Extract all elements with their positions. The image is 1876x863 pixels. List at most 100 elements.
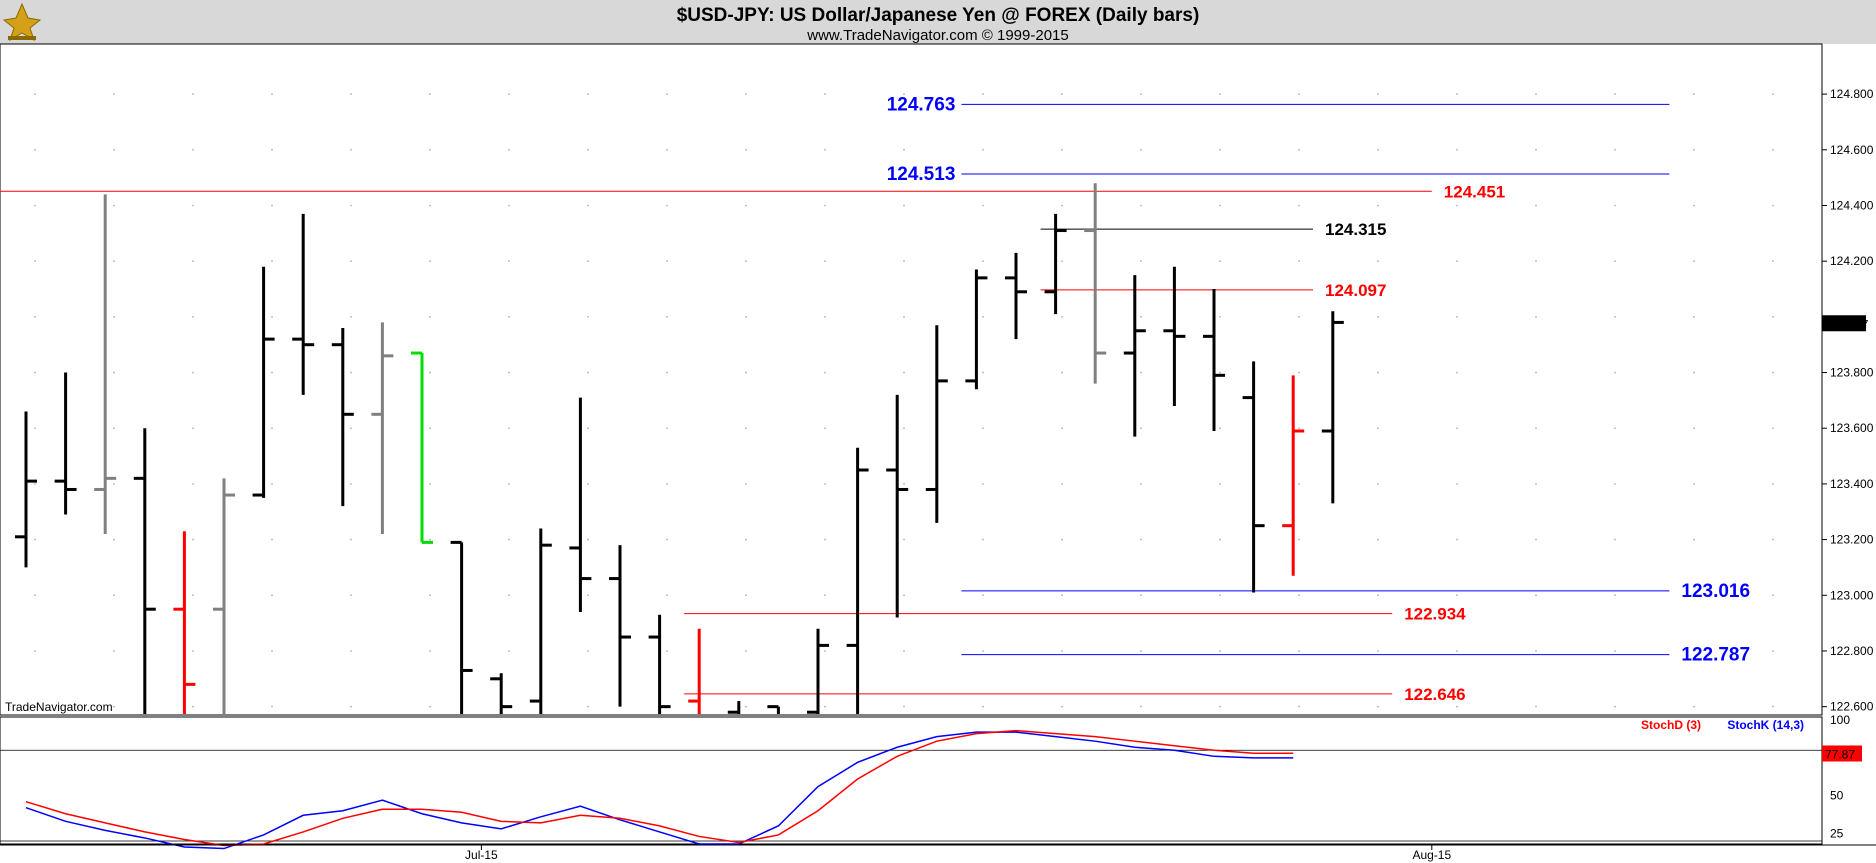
grid-dot	[34, 594, 36, 597]
grid-dot	[982, 260, 984, 263]
grid-dot	[903, 427, 905, 430]
grid-dot	[113, 93, 115, 96]
grid-dot	[192, 93, 194, 96]
grid-dot	[1693, 427, 1695, 430]
last-price-label: 123.977	[1825, 317, 1869, 331]
grid-dot	[982, 148, 984, 151]
grid-dot	[1140, 427, 1142, 430]
chart-subtitle: www.TradeNavigator.com © 1999-2015	[806, 27, 1068, 44]
stoch-last-label: 77.87	[1825, 747, 1855, 761]
grid-dot	[1614, 705, 1616, 708]
grid-dot	[982, 483, 984, 485]
grid-dot	[982, 705, 984, 708]
grid-dot	[1614, 315, 1616, 318]
grid-dot	[1377, 148, 1379, 151]
grid-dot	[1061, 148, 1063, 151]
grid-dot	[1456, 260, 1458, 263]
grid-dot	[1219, 148, 1221, 151]
grid-dot	[350, 204, 352, 207]
grid-dot	[666, 93, 668, 96]
grid-dot	[1140, 594, 1142, 597]
grid-dot	[429, 427, 431, 430]
grid-dot	[271, 705, 273, 708]
grid-dot	[1614, 148, 1616, 151]
grid-dot	[1693, 204, 1695, 207]
grid-dot	[1535, 371, 1537, 374]
grid-dot	[1535, 93, 1537, 96]
grid-dot	[508, 260, 510, 263]
grid-dot	[824, 538, 826, 541]
grid-dot	[1535, 315, 1537, 318]
grid-dot	[1377, 483, 1379, 485]
grid-dot	[1061, 260, 1063, 263]
price-tick-label: 124.200	[1830, 254, 1874, 268]
grid-dot	[666, 315, 668, 318]
grid-dot	[1219, 93, 1221, 96]
grid-dot	[1298, 650, 1300, 652]
grid-dot	[1535, 650, 1537, 652]
grid-dot	[1140, 371, 1142, 374]
grid-dot	[587, 93, 589, 96]
grid-dot	[1298, 371, 1300, 374]
grid-dot	[192, 427, 194, 430]
grid-dot	[1535, 594, 1537, 597]
grid-dot	[350, 650, 352, 652]
x-tick-label: Aug-15	[1412, 848, 1451, 862]
grid-dot	[824, 204, 826, 207]
grid-dot	[982, 371, 984, 374]
grid-dot	[745, 204, 747, 207]
grid-dot	[745, 93, 747, 96]
price-tick-label: 123.800	[1830, 366, 1874, 380]
grid-dot	[34, 538, 36, 541]
price-tick-label: 124.400	[1830, 198, 1874, 212]
grid-dot	[271, 371, 273, 374]
chart-title: $USD-JPY: US Dollar/Japanese Yen @ FOREX…	[677, 5, 1200, 26]
grid-dot	[1693, 260, 1695, 263]
grid-dot	[113, 650, 115, 652]
level-label: 124.451	[1444, 182, 1505, 201]
grid-dot	[508, 650, 510, 652]
grid-dot	[350, 427, 352, 430]
grid-dot	[587, 204, 589, 207]
grid-dot	[745, 538, 747, 541]
grid-dot	[429, 204, 431, 207]
grid-dot	[1693, 148, 1695, 151]
grid-dot	[1456, 483, 1458, 485]
grid-dot	[1535, 260, 1537, 263]
grid-dot	[1772, 705, 1774, 708]
stoch-last-tag	[1822, 745, 1862, 762]
grid-dot	[1298, 315, 1300, 318]
grid-dot	[113, 427, 115, 430]
grid-dot	[666, 204, 668, 207]
level-label: 124.513	[887, 164, 956, 185]
grid-dot	[429, 148, 431, 151]
grid-dot	[1535, 148, 1537, 151]
grid-dot	[903, 705, 905, 708]
grid-dot	[350, 148, 352, 151]
grid-dot	[113, 705, 115, 708]
grid-dot	[1377, 538, 1379, 541]
grid-dot	[1535, 538, 1537, 541]
trade-navigator-logo-icon[interactable]	[2, 2, 42, 42]
grid-dot	[587, 483, 589, 485]
grid-dot	[1772, 315, 1774, 318]
grid-dot	[1298, 427, 1300, 430]
grid-dot	[1298, 705, 1300, 708]
grid-dot	[1456, 650, 1458, 652]
grid-dot	[1377, 705, 1379, 708]
grid-dot	[1772, 483, 1774, 485]
price-tick-label: 124.800	[1830, 87, 1874, 101]
grid-dot	[666, 260, 668, 263]
grid-dot	[745, 260, 747, 263]
grid-dot	[1535, 705, 1537, 708]
grid-dot	[1772, 427, 1774, 430]
grid-dot	[982, 650, 984, 652]
grid-dot	[508, 315, 510, 318]
grid-dot	[192, 538, 194, 541]
grid-dot	[350, 260, 352, 263]
grid-dot	[34, 427, 36, 430]
grid-dot	[1614, 594, 1616, 597]
grid-dot	[666, 483, 668, 485]
grid-dot	[745, 483, 747, 485]
